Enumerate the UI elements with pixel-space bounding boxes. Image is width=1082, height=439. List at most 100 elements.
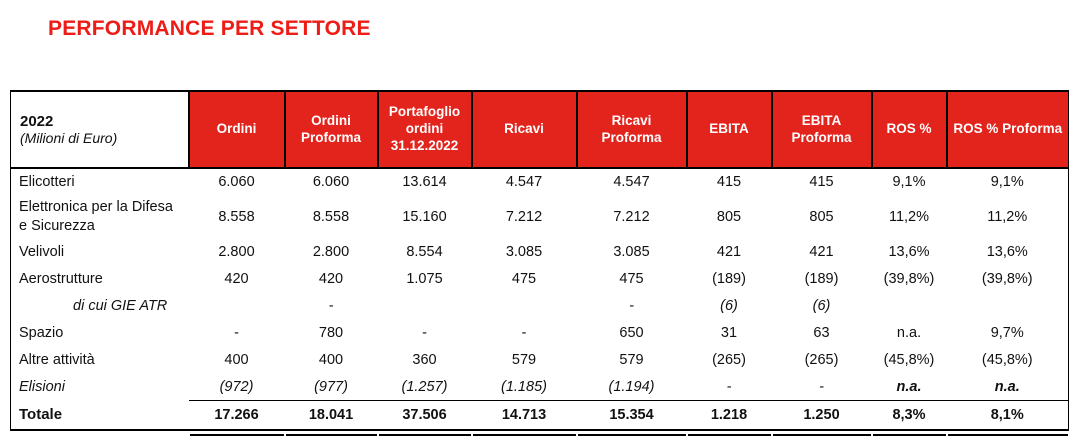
cell-value: (265) xyxy=(804,352,839,369)
cell-value: 13,6% xyxy=(946,238,1069,266)
cell-value: - xyxy=(328,298,334,315)
cell-value: (972) xyxy=(219,378,254,395)
total-value: 1.250 xyxy=(771,400,872,431)
cell-value: n.a. xyxy=(896,378,922,395)
cell-value: - xyxy=(629,298,634,315)
cell-value: 7.212 xyxy=(613,208,650,225)
row-label: Elettronica per la Difesa e Sicurezza xyxy=(10,195,189,239)
cell-value: 6.060 xyxy=(218,174,255,190)
cell-value: 7.212 xyxy=(505,208,543,225)
cell-value: (977) xyxy=(314,378,348,395)
cell-value: (1.185) xyxy=(501,378,547,395)
header-row: 2022 (Milioni di Euro) Ordini Ordini Pro… xyxy=(10,90,1069,169)
row-label: Altre attività xyxy=(10,346,189,374)
cell-value: - xyxy=(726,378,732,395)
row-label: Velivoli xyxy=(10,238,189,266)
cell-value: 805 xyxy=(716,208,742,225)
cell-value: 11,2% xyxy=(888,208,930,225)
cell-value: (45,8%) xyxy=(946,346,1069,374)
total-value: 14.713 xyxy=(471,400,577,431)
bottom-rule-segment xyxy=(472,430,577,437)
table-row: Elicotteri 6.060 6.060 13.614 4.547 4.547 415 4… xyxy=(10,168,1069,195)
cell-value: 650 xyxy=(619,325,644,342)
cell-value: 415 xyxy=(809,174,834,190)
cell-value: 1.075 xyxy=(406,271,443,288)
cell-value: 360 xyxy=(412,352,437,369)
table-row: Elettronica per la Difesa e Sicurezza 8.5… xyxy=(10,195,1069,239)
cell-value: 2.800 xyxy=(218,244,255,261)
column-header-portafoglio-ordini: Portafoglio ordini 31.12.2022 xyxy=(376,90,472,169)
cell-value: 4.547 xyxy=(505,174,543,190)
cell-value: 8.558 xyxy=(312,208,350,225)
cell-value: 63 xyxy=(813,325,830,342)
total-value: 1.218 xyxy=(686,400,772,431)
cell-value: - xyxy=(819,378,824,395)
column-header-ros-proforma: ROS % Proforma xyxy=(945,90,1069,169)
cell-value: (189) xyxy=(712,271,746,288)
total-value: 8,1% xyxy=(946,400,1069,431)
cell-value: 475 xyxy=(619,271,644,288)
row-label: di cui GIE ATR xyxy=(10,292,189,320)
cell-value xyxy=(189,293,285,320)
cell-value: 421 xyxy=(716,244,742,261)
cell-value: 31 xyxy=(720,325,738,342)
cell-value: 421 xyxy=(809,244,834,261)
cell-value: 15.160 xyxy=(402,208,447,225)
row-label: Spazio xyxy=(10,319,189,347)
corner-year: 2022 xyxy=(20,113,54,130)
bottom-rule-segment xyxy=(772,430,872,437)
column-header-ricavi-proforma: Ricavi Proforma xyxy=(575,90,687,169)
cell-value: (265) xyxy=(712,352,746,369)
cell-value xyxy=(378,293,472,320)
column-header-ros: ROS % xyxy=(870,90,947,169)
cell-value: - xyxy=(234,325,239,342)
cell-value: 805 xyxy=(809,208,834,225)
row-label: Aerostrutture xyxy=(10,265,189,293)
table-row: Altre attività 400 400 360 579 579 (265) (265) (… xyxy=(10,346,1069,374)
cell-value: 3.085 xyxy=(613,244,650,261)
cell-value xyxy=(946,292,1069,320)
bottom-rule-segment xyxy=(378,430,472,437)
table-row: Elisioni (972) (977) (1.257) (1.185) (1.194) -… xyxy=(10,373,1069,401)
cell-value: 420 xyxy=(224,271,249,288)
cell-value: 415 xyxy=(716,174,742,190)
page-title: PERFORMANCE PER SETTORE xyxy=(48,17,371,40)
cell-value: 8.554 xyxy=(406,244,443,261)
bottom-rule-spacer xyxy=(11,430,189,437)
cell-value: - xyxy=(422,325,427,342)
column-header-ebita: EBITA xyxy=(685,90,772,169)
table-row: di cui GIE ATR - - (6) (6) xyxy=(10,292,1069,320)
cell-value: - xyxy=(521,325,527,342)
cell-value: (39,8%) xyxy=(946,265,1069,293)
cell-value: (1.194) xyxy=(608,378,655,395)
cell-value: 400 xyxy=(318,352,344,369)
total-value: 15.354 xyxy=(576,400,687,431)
cell-value: (6) xyxy=(812,298,831,315)
cell-value: 13.614 xyxy=(402,174,447,190)
total-value: 8,3% xyxy=(871,400,947,431)
total-label: Totale xyxy=(10,400,189,431)
cell-value: 9,1% xyxy=(892,174,926,190)
cell-value: (6) xyxy=(720,298,738,315)
table-row: Velivoli 2.800 2.800 8.554 3.085 3.085 421 421 1… xyxy=(10,238,1069,266)
cell-value: 400 xyxy=(224,352,249,369)
corner-cell: 2022 (Milioni di Euro) xyxy=(10,90,189,169)
column-header-ordini: Ordini xyxy=(187,90,285,169)
cell-value: 11,2% xyxy=(946,195,1069,239)
cell-value: 13,6% xyxy=(888,244,930,261)
table-row: Aerostrutture 420 420 1.075 475 475 (189) (189)… xyxy=(10,265,1069,293)
total-value: 37.506 xyxy=(377,400,472,431)
table-row: Spazio - 780 - - 650 31 63 n.a. 9,7% xyxy=(10,319,1069,347)
bottom-rule-segment xyxy=(947,430,1069,437)
cell-value: 2.800 xyxy=(312,244,350,261)
total-value: 18.041 xyxy=(284,400,378,431)
cell-value: 3.085 xyxy=(505,244,543,261)
cell-value: (189) xyxy=(804,271,839,288)
corner-unit: (Milioni di Euro) xyxy=(20,130,118,146)
cell-value: 8.558 xyxy=(218,208,255,225)
cell-value: n.a. xyxy=(946,373,1069,401)
cell-value: 420 xyxy=(318,271,344,288)
table-body: Elicotteri 6.060 6.060 13.614 4.547 4.547 415 4… xyxy=(10,168,1069,401)
bottom-rule-segment xyxy=(872,430,947,437)
